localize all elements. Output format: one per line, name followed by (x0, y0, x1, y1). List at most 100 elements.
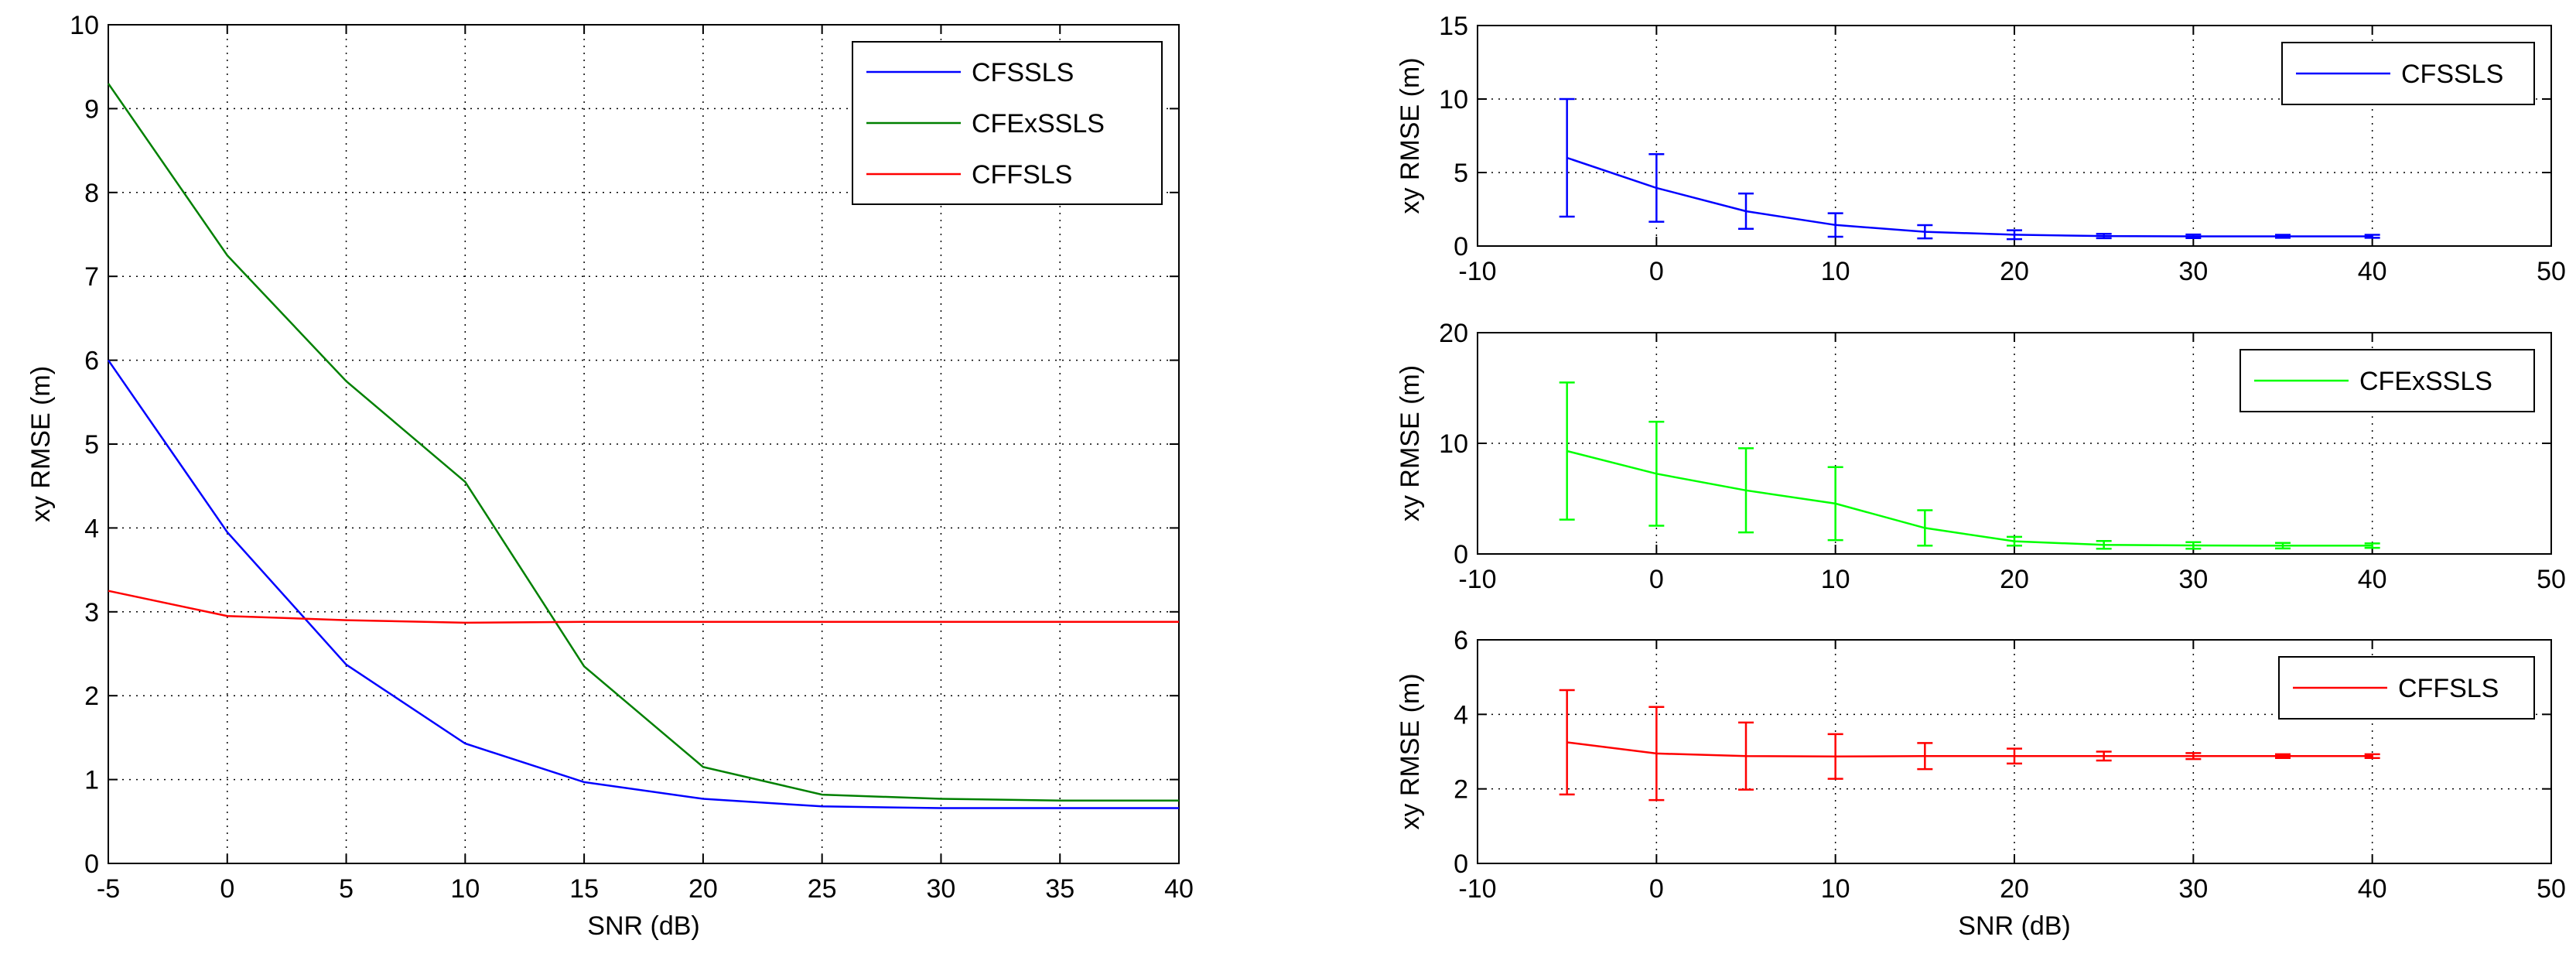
x-tick-label: 20 (2000, 565, 2029, 594)
x-axis-label: SNR (dB) (587, 911, 699, 941)
error-bar (2007, 747, 2022, 765)
error-bar (1917, 224, 1933, 240)
y-axis-label: xy RMSE (m) (1396, 57, 1425, 214)
x-tick-label: 40 (2358, 257, 2387, 286)
legend: CFSSLS CFExSSLS CFFSLS (852, 41, 1163, 205)
error-bar (2185, 541, 2202, 550)
y-tick-label: 3 (84, 598, 99, 627)
x-tick-label: -5 (97, 874, 120, 904)
legend-label: CFFSLS (2398, 674, 2499, 703)
error-bar (1917, 742, 1933, 771)
y-tick-label: 2 (84, 682, 99, 711)
y-tick-label: 0 (84, 849, 99, 879)
x-tick-label: 10 (1821, 874, 1850, 904)
x-tick-label: 30 (927, 874, 956, 904)
y-tick-label: 2 (1454, 775, 1468, 805)
y-tick-label: 4 (84, 514, 99, 543)
x-tick-label: 0 (1649, 874, 1664, 904)
series-CFFSLS (108, 590, 1180, 624)
series-CFSSLS (107, 359, 1180, 809)
x-tick-label: 5 (339, 874, 354, 904)
x-tick-label: 50 (2537, 257, 2566, 286)
series-line (1566, 741, 2373, 758)
y-tick-label: 0 (1454, 540, 1468, 569)
y-tick-label: 1 (84, 766, 99, 795)
series-line (108, 590, 1179, 624)
x-tick-label: 10 (450, 874, 480, 904)
legend: CFExSSLS (2239, 349, 2535, 412)
x-tick-label: 0 (1649, 565, 1664, 594)
error-bar (1738, 192, 1754, 231)
x-tick-label: 50 (2537, 565, 2566, 594)
error-bar (2364, 753, 2380, 759)
series-CFExSSLS (1559, 381, 2380, 550)
error-bar (2007, 229, 2022, 241)
error-bar (1559, 689, 1575, 796)
x-tick-label: 40 (2358, 874, 2387, 904)
x-tick-label: 50 (2537, 874, 2566, 904)
series-line (1566, 156, 2373, 238)
error-bar (1559, 381, 1575, 521)
legend: CFSSLS (2281, 42, 2535, 105)
error-bar (2275, 753, 2291, 759)
x-tick-label: 20 (2000, 257, 2029, 286)
y-tick-label: 10 (1439, 85, 1468, 115)
y-axis-label: xy RMSE (m) (1396, 365, 1425, 521)
x-tick-label: 20 (2000, 874, 2029, 904)
error-bar (2096, 750, 2112, 762)
series-line (1566, 450, 2373, 547)
series-line (107, 83, 1179, 802)
x-tick-label: 0 (220, 874, 234, 904)
error-bar (1917, 509, 1933, 547)
legend: CFFSLS (2278, 656, 2535, 720)
error-bar (1827, 212, 1843, 238)
error-bar (2185, 233, 2202, 239)
x-tick-label: 30 (2178, 565, 2208, 594)
x-tick-label: 0 (1649, 257, 1664, 286)
y-tick-label: 5 (1454, 159, 1468, 188)
y-tick-label: 0 (1454, 232, 1468, 262)
error-bar (2096, 232, 2112, 240)
legend-label: CFExSSLS (972, 109, 1105, 138)
y-tick-label: 8 (84, 179, 99, 208)
x-tick-label: 40 (2358, 565, 2387, 594)
x-tick-label: 25 (808, 874, 837, 904)
series-CFFSLS (1559, 689, 2380, 802)
error-bar (2364, 234, 2380, 239)
error-bar (1738, 447, 1754, 534)
legend-box (2281, 42, 2535, 105)
x-tick-label: 10 (1821, 257, 1850, 286)
series-CFExSSLS (107, 83, 1180, 802)
error-bar (1827, 733, 1843, 780)
y-tick-label: 9 (84, 94, 99, 124)
series-CFSSLS (1559, 97, 2380, 241)
error-bar (2185, 752, 2202, 761)
x-tick-label: 30 (2178, 874, 2208, 904)
x-tick-label: -10 (1458, 257, 1496, 286)
x-tick-label: 35 (1045, 874, 1074, 904)
legend-label: CFSSLS (972, 58, 1074, 87)
y-tick-label: 4 (1454, 700, 1468, 730)
x-axis-label: SNR (dB) (1958, 911, 2070, 941)
error-bar (2096, 540, 2112, 550)
error-bar (1648, 706, 1665, 802)
error-bar (2275, 234, 2291, 239)
error-bar (1648, 153, 1665, 223)
x-tick-label: 20 (688, 874, 718, 904)
y-tick-label: 15 (1439, 12, 1468, 41)
x-tick-label: 30 (2178, 257, 2208, 286)
y-tick-label: 20 (1439, 319, 1468, 348)
x-tick-label: 40 (1164, 874, 1194, 904)
y-axis-label: xy RMSE (m) (26, 366, 56, 522)
x-tick-label: -10 (1458, 874, 1496, 904)
legend-label: CFFSLS (972, 160, 1072, 190)
y-axis-label: xy RMSE (m) (1396, 673, 1425, 829)
y-tick-label: 6 (1454, 626, 1468, 655)
y-tick-label: 0 (1454, 849, 1468, 879)
error-bar (2007, 535, 2022, 547)
